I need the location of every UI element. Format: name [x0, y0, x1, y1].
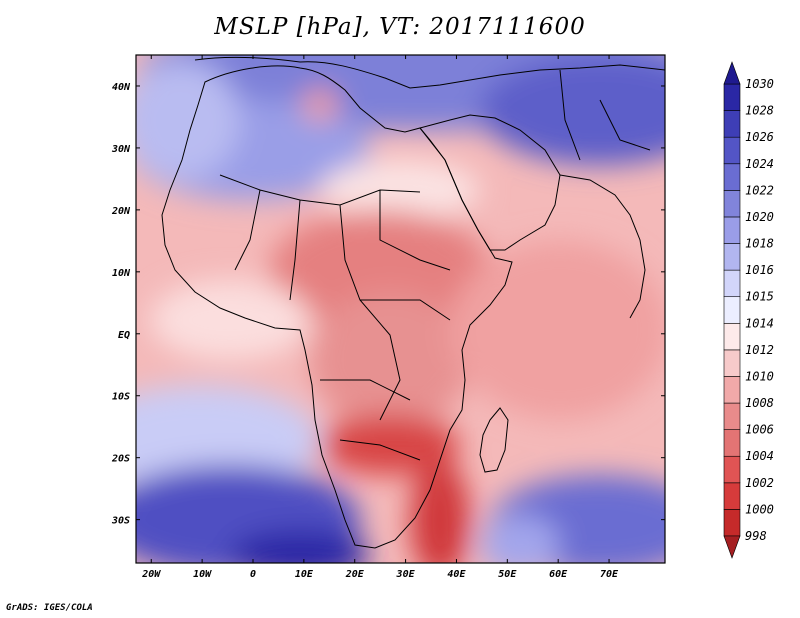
colorbar-label: 1012: [745, 343, 774, 357]
arabia-coast: [419, 114, 561, 251]
asia-high: [480, 55, 665, 165]
colorbar-label: 1024: [745, 157, 774, 171]
colorbar-label: 998: [745, 529, 767, 543]
grads-credit: GrADS: IGES/COLA: [6, 603, 93, 613]
colorbar-label: 1008: [745, 396, 774, 410]
y-tick-label: EQ: [118, 330, 130, 341]
y-axis: 40N 30N 20N 10N EQ 10S 20S 30S: [111, 82, 665, 527]
x-tick-label: 60E: [549, 569, 568, 580]
southern-africa-low: [320, 415, 460, 475]
y-tick-label: 30N: [111, 144, 131, 155]
colorbar: 998 1000 1002 1004 1006 1008 1010 1012 1014 1015 1…: [723, 61, 774, 559]
colorbar-label: 1006: [745, 423, 774, 437]
colorbar-segment: [723, 509, 741, 537]
y-tick-label: 10S: [112, 392, 130, 403]
colorbar-segment: [723, 349, 741, 377]
x-tick-label: 40E: [447, 569, 466, 580]
madagascar: [479, 407, 509, 473]
x-tick-label: 10W: [193, 569, 212, 580]
mozambique-trough: [410, 460, 470, 563]
colorbar-segment: [723, 83, 741, 111]
colorbar-segment: [723, 163, 741, 191]
x-tick-label: 0: [250, 569, 256, 580]
colorbar-label: 1000: [745, 502, 774, 516]
colorbar-label: 1015: [745, 290, 774, 304]
y-tick-label: 40N: [112, 82, 131, 93]
x-axis: 20W 10W 0 10E 20E 30E 40E 50E 60E 70E: [141, 55, 619, 580]
colorbar-label: 1014: [745, 316, 774, 330]
colorbar-label: 1004: [745, 449, 774, 463]
y-tick-label: 20S: [111, 454, 130, 465]
gulf-guinea: [150, 280, 310, 360]
colorbar-segment: [723, 136, 741, 165]
colorbar-label: 1018: [745, 237, 774, 251]
indian-ocean-field: [450, 240, 665, 420]
colorbar-label: 1010: [745, 369, 774, 383]
asia-borders: [559, 69, 651, 161]
y-tick-label: 10N: [112, 268, 131, 279]
atlantic-north: [136, 60, 240, 180]
x-tick-label: 50E: [498, 569, 517, 580]
colorbar-segment: [723, 429, 741, 457]
colorbar-segment: [723, 455, 741, 484]
south-atlantic-outer: [136, 385, 320, 495]
colorbar-label: 1028: [745, 104, 774, 118]
south-indian-ridge: [480, 515, 560, 563]
colorbar-segment: [723, 110, 741, 138]
y-tick-label: 30S: [111, 516, 130, 527]
congo-low: [310, 290, 470, 430]
colorbar-label: 1016: [745, 263, 774, 277]
colorbar-segment: [723, 216, 741, 244]
coastlines: [161, 56, 665, 549]
country-borders: [219, 174, 451, 461]
south-atlantic-core: [230, 530, 370, 563]
pressure-field: [136, 55, 665, 563]
colorbar-label: 1002: [745, 476, 774, 490]
colorbar-label: 1022: [745, 183, 774, 197]
colorbar-min-arrow: [723, 535, 741, 559]
south-asia-coast: [559, 174, 646, 319]
colorbar-segment: [723, 482, 741, 510]
europe-coast: [194, 56, 665, 89]
x-tick-label: 30E: [396, 569, 416, 580]
colorbar-max-arrow: [723, 61, 741, 85]
colorbar-segment: [723, 402, 741, 430]
y-tick-label: 20N: [111, 206, 131, 217]
colorbar-segment: [723, 376, 741, 404]
chart-title: MSLP [hPa], VT: 2017111600: [214, 14, 586, 40]
colorbar-segment: [723, 296, 741, 324]
x-tick-label: 20W: [141, 569, 161, 580]
x-tick-label: 70E: [600, 569, 619, 580]
colorbar-label: 1026: [745, 130, 774, 144]
mediterranean-feature: [302, 89, 338, 121]
sahel-low: [270, 210, 490, 330]
colorbar-segment: [723, 322, 741, 351]
colorbar-segment: [723, 190, 741, 218]
africa-coast: [161, 65, 513, 549]
egypt-neutral: [320, 160, 480, 220]
colorbar-label: 1020: [745, 210, 774, 224]
colorbar-segment: [723, 243, 741, 271]
colorbar-segment: [723, 269, 741, 298]
x-tick-label: 20E: [345, 569, 365, 580]
x-tick-label: 10E: [295, 569, 314, 580]
colorbar-label: 1030: [745, 77, 774, 91]
map-frame: [135, 54, 666, 564]
